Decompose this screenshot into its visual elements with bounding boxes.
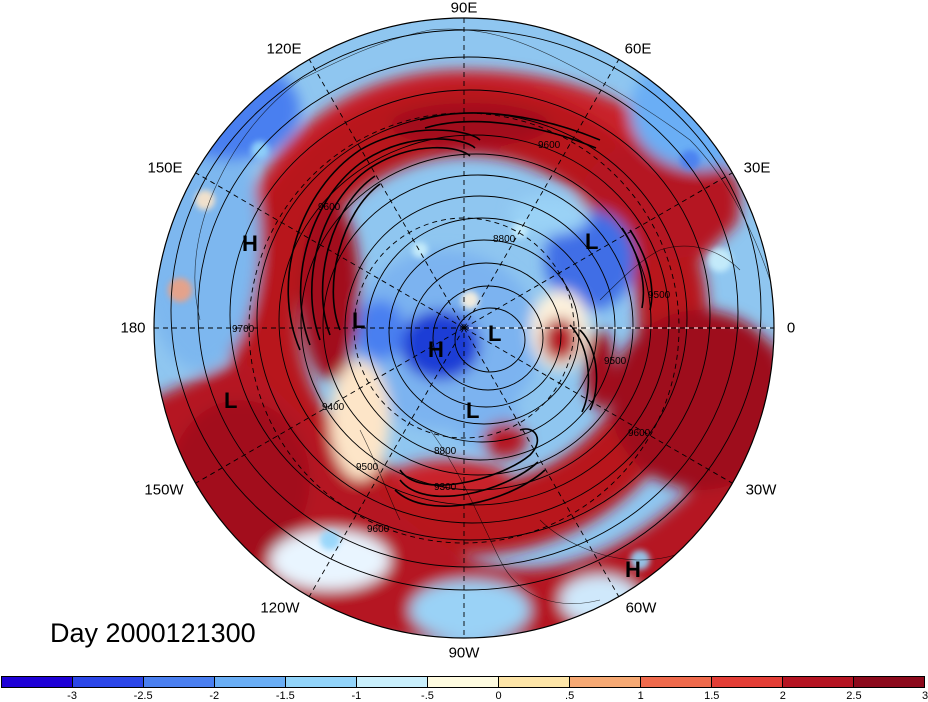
lon-label-150e: 150E <box>147 159 183 177</box>
low-marker: L <box>466 398 479 423</box>
lon-label-90e: 90E <box>450 0 478 17</box>
contour-label: 9500 <box>356 462 379 473</box>
lon-label-90w: 90W <box>448 644 480 662</box>
colorbar-tick-label: 2.5 <box>846 690 862 702</box>
contour-label: 9700 <box>232 324 255 335</box>
colorbar-box <box>144 677 215 687</box>
colorbar <box>1 676 925 688</box>
page-title: Day 2000121300 <box>50 618 256 648</box>
low-marker: L <box>488 321 501 346</box>
lon-label-30w: 30W <box>745 481 777 499</box>
high-marker: H <box>428 337 444 362</box>
colorbar-box <box>2 677 73 687</box>
low-marker: L <box>224 388 237 413</box>
lon-label-120e: 120E <box>266 40 302 58</box>
high-marker: H <box>242 231 258 256</box>
contour-label: 8800 <box>434 446 457 457</box>
contour-label: 9600 <box>628 428 651 439</box>
contour-label: 9300 <box>434 482 457 493</box>
colorbar-tick-label: 1 <box>637 690 644 702</box>
pressure-centers: H L H L L L L H <box>224 229 641 582</box>
colorbar-tick-label: 1.5 <box>704 690 720 702</box>
colorbar-tick-label: 3 <box>921 690 928 702</box>
colorbar-box <box>712 677 783 687</box>
colorbar-tick-label: -.5 <box>421 690 434 702</box>
colorbar-box <box>499 677 570 687</box>
lon-label-30e: 30E <box>743 159 771 177</box>
colorbar-tick-label: -2 <box>209 690 220 702</box>
map-boundary <box>153 17 775 639</box>
contour-labels: 9600 9600 8800 9700 9400 9500 9600 8800 … <box>232 140 671 535</box>
colorbar-tick-label: 2 <box>779 690 786 702</box>
contour-label: 8800 <box>493 234 516 245</box>
colorbar-box <box>215 677 286 687</box>
lon-label-150w: 150W <box>144 481 184 499</box>
colorbar-box <box>428 677 499 687</box>
colorbar-tick-label: -1.5 <box>275 690 295 702</box>
colorbar-tick-label: -2.5 <box>133 690 153 702</box>
contour-label: 9400 <box>322 402 345 413</box>
lon-label-180: 180 <box>120 319 146 337</box>
graticule <box>154 18 774 638</box>
low-marker: L <box>585 229 598 254</box>
lon-label-60w: 60W <box>625 599 657 617</box>
lon-label-60e: 60E <box>624 40 652 58</box>
colorbar-box <box>854 677 924 687</box>
colorbar-box <box>570 677 641 687</box>
jet-contours <box>287 112 653 508</box>
colorbar-box <box>286 677 357 687</box>
contour-label: 9500 <box>604 356 627 367</box>
contour-label: 9600 <box>367 524 390 535</box>
lon-label-0: 0 <box>786 319 796 337</box>
lon-label-120w: 120W <box>260 599 300 617</box>
colorbar-tick-label: -1 <box>351 690 362 702</box>
colorbar-tick-label: .5 <box>565 690 575 702</box>
height-contours <box>170 29 762 591</box>
colorbar-box <box>357 677 428 687</box>
contour-label: 9600 <box>538 140 561 151</box>
colorbar-tick-label: 0 <box>495 690 502 702</box>
contour-label: 9500 <box>648 290 671 301</box>
contour-label: 9600 <box>318 202 341 213</box>
colorbar-box <box>783 677 854 687</box>
low-marker: L <box>352 308 365 333</box>
colorbar-box <box>73 677 144 687</box>
high-marker: H <box>625 557 641 582</box>
coastlines <box>194 28 771 604</box>
colorbar-tick-label: -3 <box>67 690 77 702</box>
colorbar-box <box>641 677 712 687</box>
